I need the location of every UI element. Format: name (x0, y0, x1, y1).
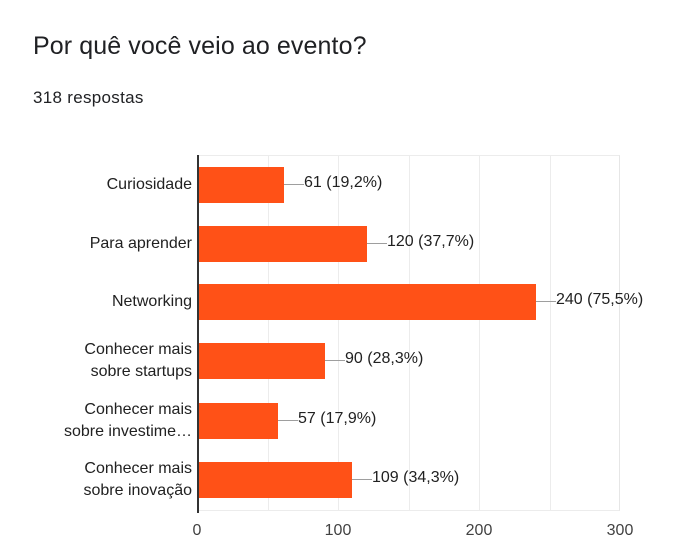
gridline (268, 155, 269, 511)
gridline (338, 155, 339, 511)
leader-line (352, 479, 372, 480)
category-label: Para aprender (22, 233, 192, 255)
plot-area: 61 (19,2%) 120 (37,7%) 240 (75,5%) 90 (28,3… (197, 155, 643, 513)
gridline (550, 155, 551, 511)
x-axis-tick: 200 (465, 522, 493, 539)
data-label: 109 (34,3%) (372, 469, 460, 486)
plot-frame (197, 155, 620, 511)
category-label-line1: Curiosidade (106, 176, 192, 193)
leader-line (278, 420, 298, 421)
bar-row: 90 (28,3%) (197, 343, 620, 379)
category-label-line1: Para aprender (89, 235, 192, 252)
category-label-line1: Conhecer mais (84, 401, 192, 418)
x-axis-tick: 0 (192, 522, 202, 539)
leader-line (367, 243, 387, 244)
category-label: Conhecer mais sobre investime… (22, 399, 192, 443)
bar[interactable] (198, 343, 325, 379)
category-label: Networking (22, 291, 192, 313)
bar[interactable] (198, 403, 278, 439)
x-axis-tick: 300 (606, 522, 634, 539)
data-label: 240 (75,5%) (556, 291, 644, 308)
gridline (479, 155, 480, 511)
data-label: 61 (19,2%) (304, 174, 383, 191)
bar-row: 240 (75,5%) (197, 284, 643, 320)
bar[interactable] (198, 462, 352, 498)
category-label: Conhecer mais sobre inovação (22, 458, 192, 502)
bar[interactable] (198, 167, 284, 203)
data-label: 90 (28,3%) (345, 350, 424, 367)
leader-line (536, 301, 556, 302)
bar[interactable] (198, 226, 367, 262)
gridline (409, 155, 410, 511)
category-label: Conhecer mais sobre startups (22, 339, 192, 383)
category-label-line1: Conhecer mais (84, 341, 192, 358)
bar-row: 120 (37,7%) (197, 226, 620, 262)
response-count: 318 respostas (33, 88, 144, 107)
category-label-line2: sobre investime… (63, 423, 192, 440)
category-label-line1: Networking (111, 293, 192, 310)
data-label: 57 (17,9%) (298, 410, 377, 427)
category-label: Curiosidade (22, 174, 192, 196)
category-label-line1: Conhecer mais (84, 460, 192, 477)
data-label: 120 (37,7%) (387, 233, 475, 250)
category-label-line2: sobre startups (90, 363, 192, 380)
leader-line (284, 184, 304, 185)
bar-row: 61 (19,2%) (197, 167, 620, 203)
page-title: Por quê você veio ao evento? (33, 32, 367, 60)
category-label-line2: sobre inovação (83, 482, 192, 499)
x-axis-tick: 100 (324, 522, 352, 539)
bar-row: 57 (17,9%) (197, 403, 620, 439)
y-axis-line (197, 155, 199, 513)
bar-row: 109 (34,3%) (197, 462, 620, 498)
leader-line (325, 360, 345, 361)
bar[interactable] (198, 284, 536, 320)
